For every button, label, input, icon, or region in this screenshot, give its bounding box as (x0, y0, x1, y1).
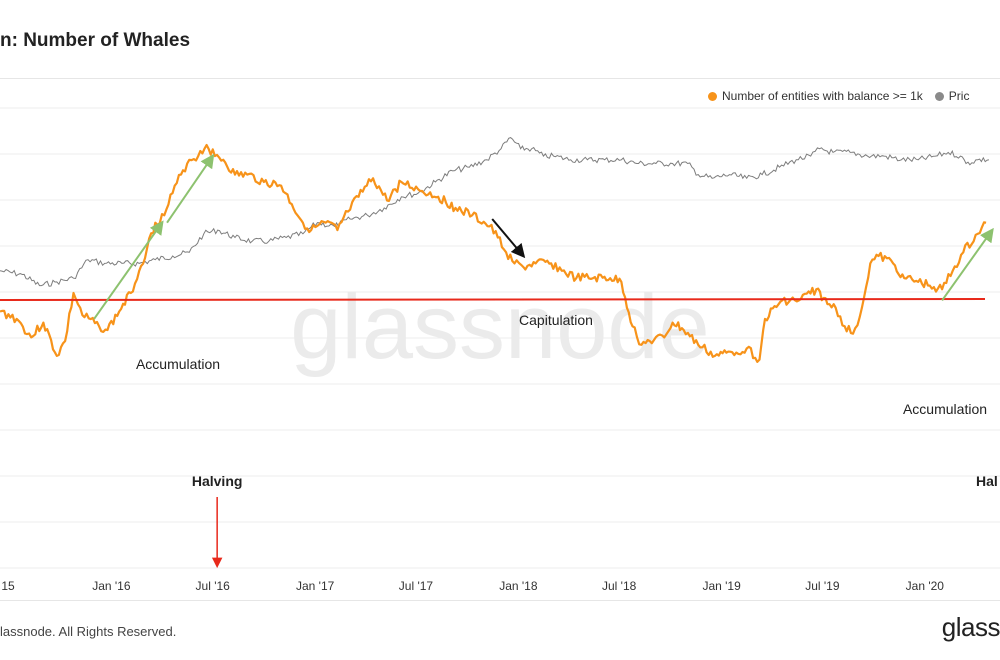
x-tick-label-4: Jul '17 (399, 579, 434, 593)
copyright-text: lassnode. All Rights Reserved. (0, 624, 177, 639)
watermark-text: glassnode (290, 276, 709, 378)
x-tick-label-5: Jan '18 (499, 579, 538, 593)
legend-label-whales: Number of entities with balance >= 1k (722, 89, 923, 103)
chart-legend: Number of entities with balance >= 1k Pr… (708, 89, 981, 103)
annotation-arrow-1 (166, 153, 215, 224)
legend-item-price[interactable]: Pric (934, 89, 970, 103)
annotation-arrow-0 (93, 220, 164, 320)
annotation-label-0: Accumulation (136, 356, 220, 372)
annotation-layer: Accumulation Capitulation Accumulation Halv… (93, 153, 998, 569)
footer-divider (0, 600, 1000, 601)
x-tick-label-0: 15 (1, 579, 15, 593)
threshold-layer (0, 298, 986, 301)
threshold-line (0, 298, 986, 301)
legend-item-whales[interactable]: Number of entities with balance >= 1k (708, 89, 923, 103)
grid-lines (0, 107, 1000, 569)
legend-swatch-price (934, 91, 944, 101)
legend-swatch-whales (708, 91, 717, 101)
series-whales-line (0, 143, 987, 363)
x-tick-label-3: Jan '17 (296, 579, 335, 593)
brand-logo: glass (941, 612, 1000, 642)
chart-title: n: Number of Whales (0, 30, 191, 51)
annotation-marker-label-5: Hal (976, 473, 998, 489)
x-axis: 15 Jan '16 Jul '16 Jan '17 Jul '17 Jan '18 Jul… (1, 579, 944, 593)
x-tick-label-2: Jul '16 (196, 579, 231, 593)
chart-canvas: glassnode AccumulationCapitulationAccumu… (0, 107, 1000, 593)
series-price-line (0, 137, 990, 287)
annotation-arrow-2 (491, 218, 526, 259)
legend-label-price: Pric (948, 89, 970, 103)
annotation-label-2: Capitulation (519, 312, 593, 328)
x-tick-label-1: Jan '16 (92, 579, 131, 593)
x-tick-label-6: Jul '18 (602, 579, 637, 593)
x-tick-label-8: Jul '19 (805, 579, 840, 593)
annotation-arrow-3 (941, 227, 994, 301)
annotation-label-3: Accumulation (903, 401, 987, 417)
series-layer (0, 137, 990, 363)
x-tick-label-7: Jan '19 (702, 579, 741, 593)
x-tick-label-9: Jan '20 (906, 579, 945, 593)
header-divider (0, 78, 1000, 79)
annotation-marker-label-4: Halving (192, 473, 243, 489)
